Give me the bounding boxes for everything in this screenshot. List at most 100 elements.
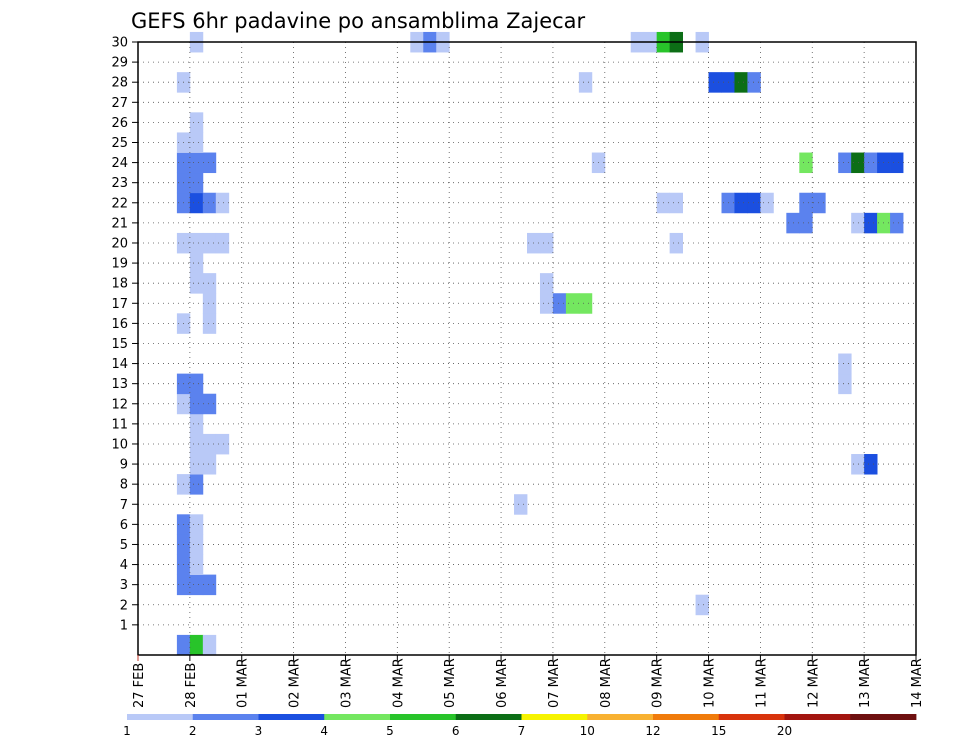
precip-cell xyxy=(890,212,904,234)
colorbar-segment xyxy=(653,714,720,720)
y-tick-label: 8 xyxy=(120,478,128,493)
x-tick-label: 28 FEB xyxy=(184,663,199,708)
y-tick-label: 15 xyxy=(111,337,128,352)
colorbar-label: 5 xyxy=(386,724,394,738)
precip-cell xyxy=(864,454,878,475)
y-tick-label: 19 xyxy=(111,257,128,272)
grid-lines xyxy=(138,41,916,655)
precip-cell xyxy=(734,72,748,93)
precip-cell xyxy=(202,313,217,334)
precip-cell xyxy=(514,494,528,515)
y-tick-label: 17 xyxy=(111,297,128,312)
colorbar-label: 6 xyxy=(452,724,460,738)
y-tick-label: 1 xyxy=(120,618,128,633)
y-tick-label: 22 xyxy=(111,196,128,211)
precip-cell xyxy=(189,393,204,415)
precip-cell xyxy=(760,192,774,214)
precip-cell xyxy=(202,634,217,656)
colorbar-label: 10 xyxy=(580,724,595,738)
y-tick-label: 20 xyxy=(111,236,128,251)
precip-cell xyxy=(669,192,683,214)
precip-cell xyxy=(565,293,580,314)
precip-cell xyxy=(695,594,709,616)
y-tick-label: 24 xyxy=(111,156,128,171)
colorbar-label: 7 xyxy=(518,724,526,738)
precip-cell xyxy=(189,413,204,435)
precip-cell xyxy=(851,152,865,174)
precip-cell xyxy=(189,172,204,194)
x-tick-label: 07 MAR xyxy=(547,658,562,708)
x-tick-label: 06 MAR xyxy=(495,658,510,708)
chart-title: GEFS 6hr padavine po ansamblima Zajecar xyxy=(131,9,586,33)
precip-cell xyxy=(578,293,593,314)
y-tick-label: 9 xyxy=(120,458,128,473)
precip-cell xyxy=(864,152,878,174)
x-tick-label: 05 MAR xyxy=(443,658,458,708)
precip-cell xyxy=(838,152,852,174)
y-tick-label: 13 xyxy=(111,377,128,392)
x-tick-label: 11 MAR xyxy=(754,658,769,708)
precip-cell xyxy=(851,454,865,475)
precip-cell xyxy=(189,474,204,495)
y-tick-label: 2 xyxy=(120,598,128,613)
precip-cell xyxy=(202,152,217,174)
plot-frame xyxy=(137,41,917,656)
x-tick-label: 14 MAR xyxy=(910,658,925,708)
y-tick-label: 4 xyxy=(120,558,128,573)
y-tick-label: 7 xyxy=(120,498,128,513)
x-tick-label: 10 MAR xyxy=(703,658,718,708)
precip-cell xyxy=(552,293,567,314)
precip-cell xyxy=(202,293,217,314)
precip-cell xyxy=(202,273,217,294)
precip-cell xyxy=(708,72,722,93)
y-tick-label: 6 xyxy=(120,518,128,533)
y-tick-label: 27 xyxy=(111,96,128,111)
y-tick-label: 21 xyxy=(111,216,128,231)
x-tick-label: 02 MAR xyxy=(288,658,303,708)
precip-cell xyxy=(799,212,813,234)
y-axis-ticks: 1234567891011121314151617181920212223242… xyxy=(111,36,138,633)
precip-cell xyxy=(189,253,204,274)
precip-cell xyxy=(864,212,878,234)
precip-cell xyxy=(851,212,865,234)
precip-cell xyxy=(734,192,748,214)
precip-cell xyxy=(202,232,217,254)
y-tick-label: 29 xyxy=(111,56,128,71)
precip-cell xyxy=(838,373,852,395)
precip-cell xyxy=(747,192,761,214)
x-tick-label: 09 MAR xyxy=(651,658,666,708)
precip-cell xyxy=(189,273,204,294)
precip-cell xyxy=(215,232,230,254)
precip-cell xyxy=(189,514,204,535)
y-tick-label: 11 xyxy=(111,417,128,432)
y-tick-label: 28 xyxy=(111,76,128,91)
precip-cell xyxy=(202,574,217,596)
colorbar-label: 12 xyxy=(645,724,660,738)
precip-cell xyxy=(202,454,217,475)
precip-cell xyxy=(189,112,204,133)
precip-cell xyxy=(189,232,204,254)
colorbar-segment xyxy=(258,714,325,720)
colorbar-label: 4 xyxy=(320,724,328,738)
y-tick-label: 16 xyxy=(111,317,128,332)
precip-cell xyxy=(202,433,217,455)
precip-cell xyxy=(838,353,852,375)
y-tick-label: 26 xyxy=(111,116,128,131)
y-tick-label: 14 xyxy=(111,357,128,372)
x-tick-label: 04 MAR xyxy=(391,658,406,708)
precip-cell xyxy=(189,574,204,596)
colorbar-segment xyxy=(324,714,391,720)
precip-cell xyxy=(189,152,204,174)
precip-cell xyxy=(202,192,217,214)
y-tick-label: 12 xyxy=(111,397,128,412)
colorbar-segment xyxy=(521,714,588,720)
y-tick-label: 3 xyxy=(120,578,128,593)
x-tick-label: 01 MAR xyxy=(236,658,251,708)
precip-cell xyxy=(799,192,813,214)
precip-cell xyxy=(799,152,813,174)
y-tick-label: 5 xyxy=(120,538,128,553)
colorbar-label: 15 xyxy=(711,724,726,738)
precip-cell xyxy=(189,634,204,656)
colorbar-label: 20 xyxy=(777,724,792,738)
